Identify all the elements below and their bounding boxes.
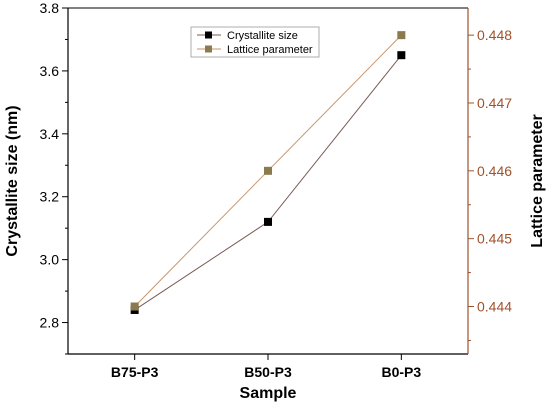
- x-tick-label: B50-P3: [244, 364, 292, 380]
- x-tick-label: B75-P3: [111, 364, 159, 380]
- right-y-tick-label: 0.444: [477, 299, 512, 315]
- left-y-tick-label: 3.0: [40, 252, 60, 268]
- left-y-tick-label: 3.4: [40, 126, 60, 142]
- axes-layer: 2.8 3.0 3.2 3.4 3.6 3.8 0.444 0.445 0.446 0.447 0.…: [40, 0, 513, 380]
- series-1-marker: [397, 31, 406, 40]
- left-y-tick-label: 3.8: [40, 0, 60, 16]
- x-axis-title: Sample: [240, 385, 297, 402]
- left-y-tick-label: 3.2: [40, 189, 60, 205]
- x-tick-label: B0-P3: [381, 364, 421, 380]
- right-y-tick-label: 0.446: [477, 163, 512, 179]
- right-y-axis-title: Lattice parameter: [529, 114, 546, 247]
- right-y-tick-label: 0.445: [477, 231, 512, 247]
- right-y-tick-label: 0.448: [477, 27, 512, 43]
- left-y-axis-title: Crystallite size (nm): [4, 105, 21, 256]
- legend: Crystallite size Lattice parameter: [190, 26, 320, 58]
- series-line-0: [134, 54, 402, 311]
- series-1-marker: [130, 302, 139, 311]
- series-layer: [130, 31, 406, 314]
- legend-label-0: Crystallite size: [227, 30, 298, 42]
- series-0-marker: [264, 217, 272, 226]
- series-0-marker: [397, 51, 406, 60]
- legend-marker-1: [205, 45, 212, 53]
- legend-marker-0: [205, 31, 212, 39]
- series-1-marker: [264, 166, 272, 175]
- left-y-tick-label: 3.6: [40, 63, 60, 79]
- legend-box: [190, 26, 320, 58]
- legend-label-1: Lattice parameter: [227, 44, 313, 56]
- left-y-tick-label: 2.8: [40, 315, 60, 331]
- right-y-tick-label: 0.447: [477, 95, 512, 111]
